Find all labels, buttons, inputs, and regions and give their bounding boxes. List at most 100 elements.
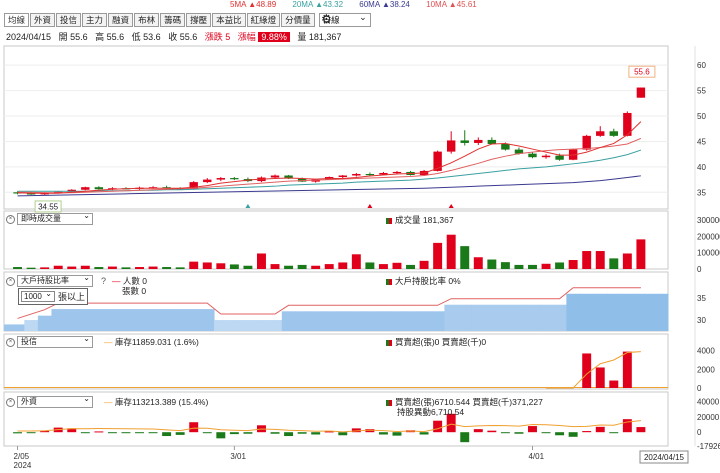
holder-step-area bbox=[634, 293, 669, 331]
quote-volume: 量 181,367 bbox=[297, 32, 342, 42]
volume-tick-label: 300000 bbox=[697, 216, 720, 225]
volume-bar bbox=[446, 234, 456, 269]
holder-step-area bbox=[457, 304, 473, 331]
tab-price-volume[interactable]: 分價量 bbox=[281, 13, 315, 27]
trust-bar bbox=[595, 367, 605, 388]
foreign-bar bbox=[636, 427, 646, 433]
holder-legend-text: 大戶持股比率 0% bbox=[395, 276, 461, 286]
volume-bar bbox=[270, 264, 280, 269]
volume-bar bbox=[514, 264, 524, 269]
candle-body bbox=[338, 175, 347, 178]
threshold-select[interactable]: 1000 bbox=[21, 289, 55, 302]
volume-bar bbox=[595, 251, 605, 269]
foreign-bar bbox=[229, 432, 239, 435]
close-icon[interactable]: × bbox=[6, 276, 15, 286]
foreign-tick-label: 0 bbox=[697, 428, 702, 437]
holder-count: — 人數 0 bbox=[112, 276, 147, 286]
price-tick-label: 60 bbox=[697, 61, 706, 70]
quote-open: 開 55.6 bbox=[58, 32, 88, 42]
holder-step-area bbox=[566, 293, 581, 331]
holder-step-area bbox=[512, 304, 527, 331]
close-icon[interactable]: × bbox=[6, 397, 15, 407]
holder-step-area bbox=[498, 304, 513, 331]
tab-ma[interactable]: 均線 bbox=[4, 13, 30, 27]
ma5-line bbox=[17, 121, 642, 194]
foreign-bar bbox=[13, 432, 23, 434]
foreign-bar bbox=[338, 432, 348, 436]
holder-step-area bbox=[579, 293, 594, 331]
candle-body bbox=[487, 139, 497, 144]
volume-bar bbox=[365, 262, 375, 269]
tab-trust[interactable]: 投信 bbox=[56, 13, 82, 27]
candle-body bbox=[528, 153, 537, 158]
foreign-selector[interactable]: 外資 bbox=[17, 394, 93, 408]
volume-bar bbox=[473, 257, 483, 269]
volume-bar bbox=[636, 239, 646, 269]
candle-body bbox=[297, 178, 307, 182]
volume-bar bbox=[26, 267, 36, 269]
tab-main-force[interactable]: 主力 bbox=[82, 13, 108, 27]
foreign-bar bbox=[162, 432, 172, 437]
trust-legend: 買賣超(張)0 買賣超(千)0 bbox=[386, 336, 486, 348]
close-icon[interactable]: × bbox=[6, 337, 15, 347]
foreign-bar bbox=[148, 432, 158, 434]
close-icon[interactable]: × bbox=[6, 214, 15, 224]
candle-body bbox=[67, 189, 76, 192]
trust-selector[interactable]: 投信 bbox=[17, 334, 93, 348]
foreign-bar bbox=[378, 432, 388, 435]
foreign-bar bbox=[243, 432, 253, 434]
trust-inventory-text: 庫存11859.031 (1.6%) bbox=[114, 337, 199, 347]
volume-bar bbox=[135, 267, 144, 269]
candle-body bbox=[230, 178, 239, 180]
candle-body bbox=[311, 179, 320, 182]
holder-step-area bbox=[4, 324, 25, 331]
current-date-label: 2024/04/15 bbox=[644, 453, 685, 462]
holder-step-area bbox=[173, 309, 188, 331]
holder-selector[interactable]: 大戶持股比率 bbox=[17, 273, 93, 287]
foreign-bar bbox=[460, 432, 470, 443]
low-price-label: 34.55 bbox=[38, 202, 59, 211]
candle-body bbox=[623, 112, 632, 136]
volume-bar bbox=[243, 265, 253, 269]
panel-frame bbox=[3, 333, 669, 390]
candle-body bbox=[392, 171, 402, 174]
tab-margin[interactable]: 融資 bbox=[108, 13, 134, 27]
foreign-bar bbox=[473, 429, 483, 433]
holder-step-area bbox=[308, 311, 323, 331]
tab-chips[interactable]: 籌碼 bbox=[160, 13, 186, 27]
holder-count-line bbox=[17, 287, 641, 319]
foreign-legend: 買賣超(張)6710.544 買賣超(千)371,227 bbox=[386, 396, 543, 408]
volume-bar bbox=[284, 265, 294, 269]
holder-step-area bbox=[620, 293, 635, 331]
help-icon[interactable]: ? bbox=[101, 276, 107, 286]
last-price-box bbox=[628, 65, 656, 78]
volume-bar bbox=[297, 264, 307, 269]
holder-step-area bbox=[281, 311, 296, 331]
foreign-holding-change: 持股異動6,710.54 bbox=[397, 407, 465, 417]
trust-panel-header: × 投信 bbox=[6, 334, 93, 348]
foreign-bar bbox=[94, 431, 104, 433]
x-label-apr: 4/01 bbox=[528, 452, 544, 461]
foreign-bar bbox=[107, 432, 117, 434]
holder-step-area bbox=[64, 309, 80, 331]
holder-step-area bbox=[430, 311, 445, 331]
ma60-legend: 60MA ▲38.24 bbox=[359, 0, 410, 9]
candle-body bbox=[582, 135, 591, 150]
volume-selector[interactable]: 即時成交量 bbox=[17, 211, 93, 225]
frequency-select[interactable]: 日線 bbox=[318, 11, 371, 27]
volume-bar bbox=[53, 265, 63, 269]
holder-step-area bbox=[268, 320, 283, 331]
tab-foreign[interactable]: 外資 bbox=[30, 13, 56, 27]
settings-gear-icon[interactable]: ⚙ bbox=[321, 12, 332, 26]
tab-bollinger[interactable]: 布林 bbox=[134, 13, 160, 27]
volume-bar bbox=[311, 265, 321, 269]
holder-step-area bbox=[92, 309, 107, 331]
holder-step-area bbox=[336, 311, 351, 331]
candle-body bbox=[94, 187, 104, 190]
holder-step-area bbox=[186, 309, 201, 331]
candle-body bbox=[501, 143, 510, 150]
tab-pe[interactable]: 本益比 bbox=[212, 13, 246, 27]
tab-support[interactable]: 撐壓 bbox=[186, 13, 212, 27]
tab-traffic-light[interactable]: 紅綠燈 bbox=[246, 13, 281, 27]
